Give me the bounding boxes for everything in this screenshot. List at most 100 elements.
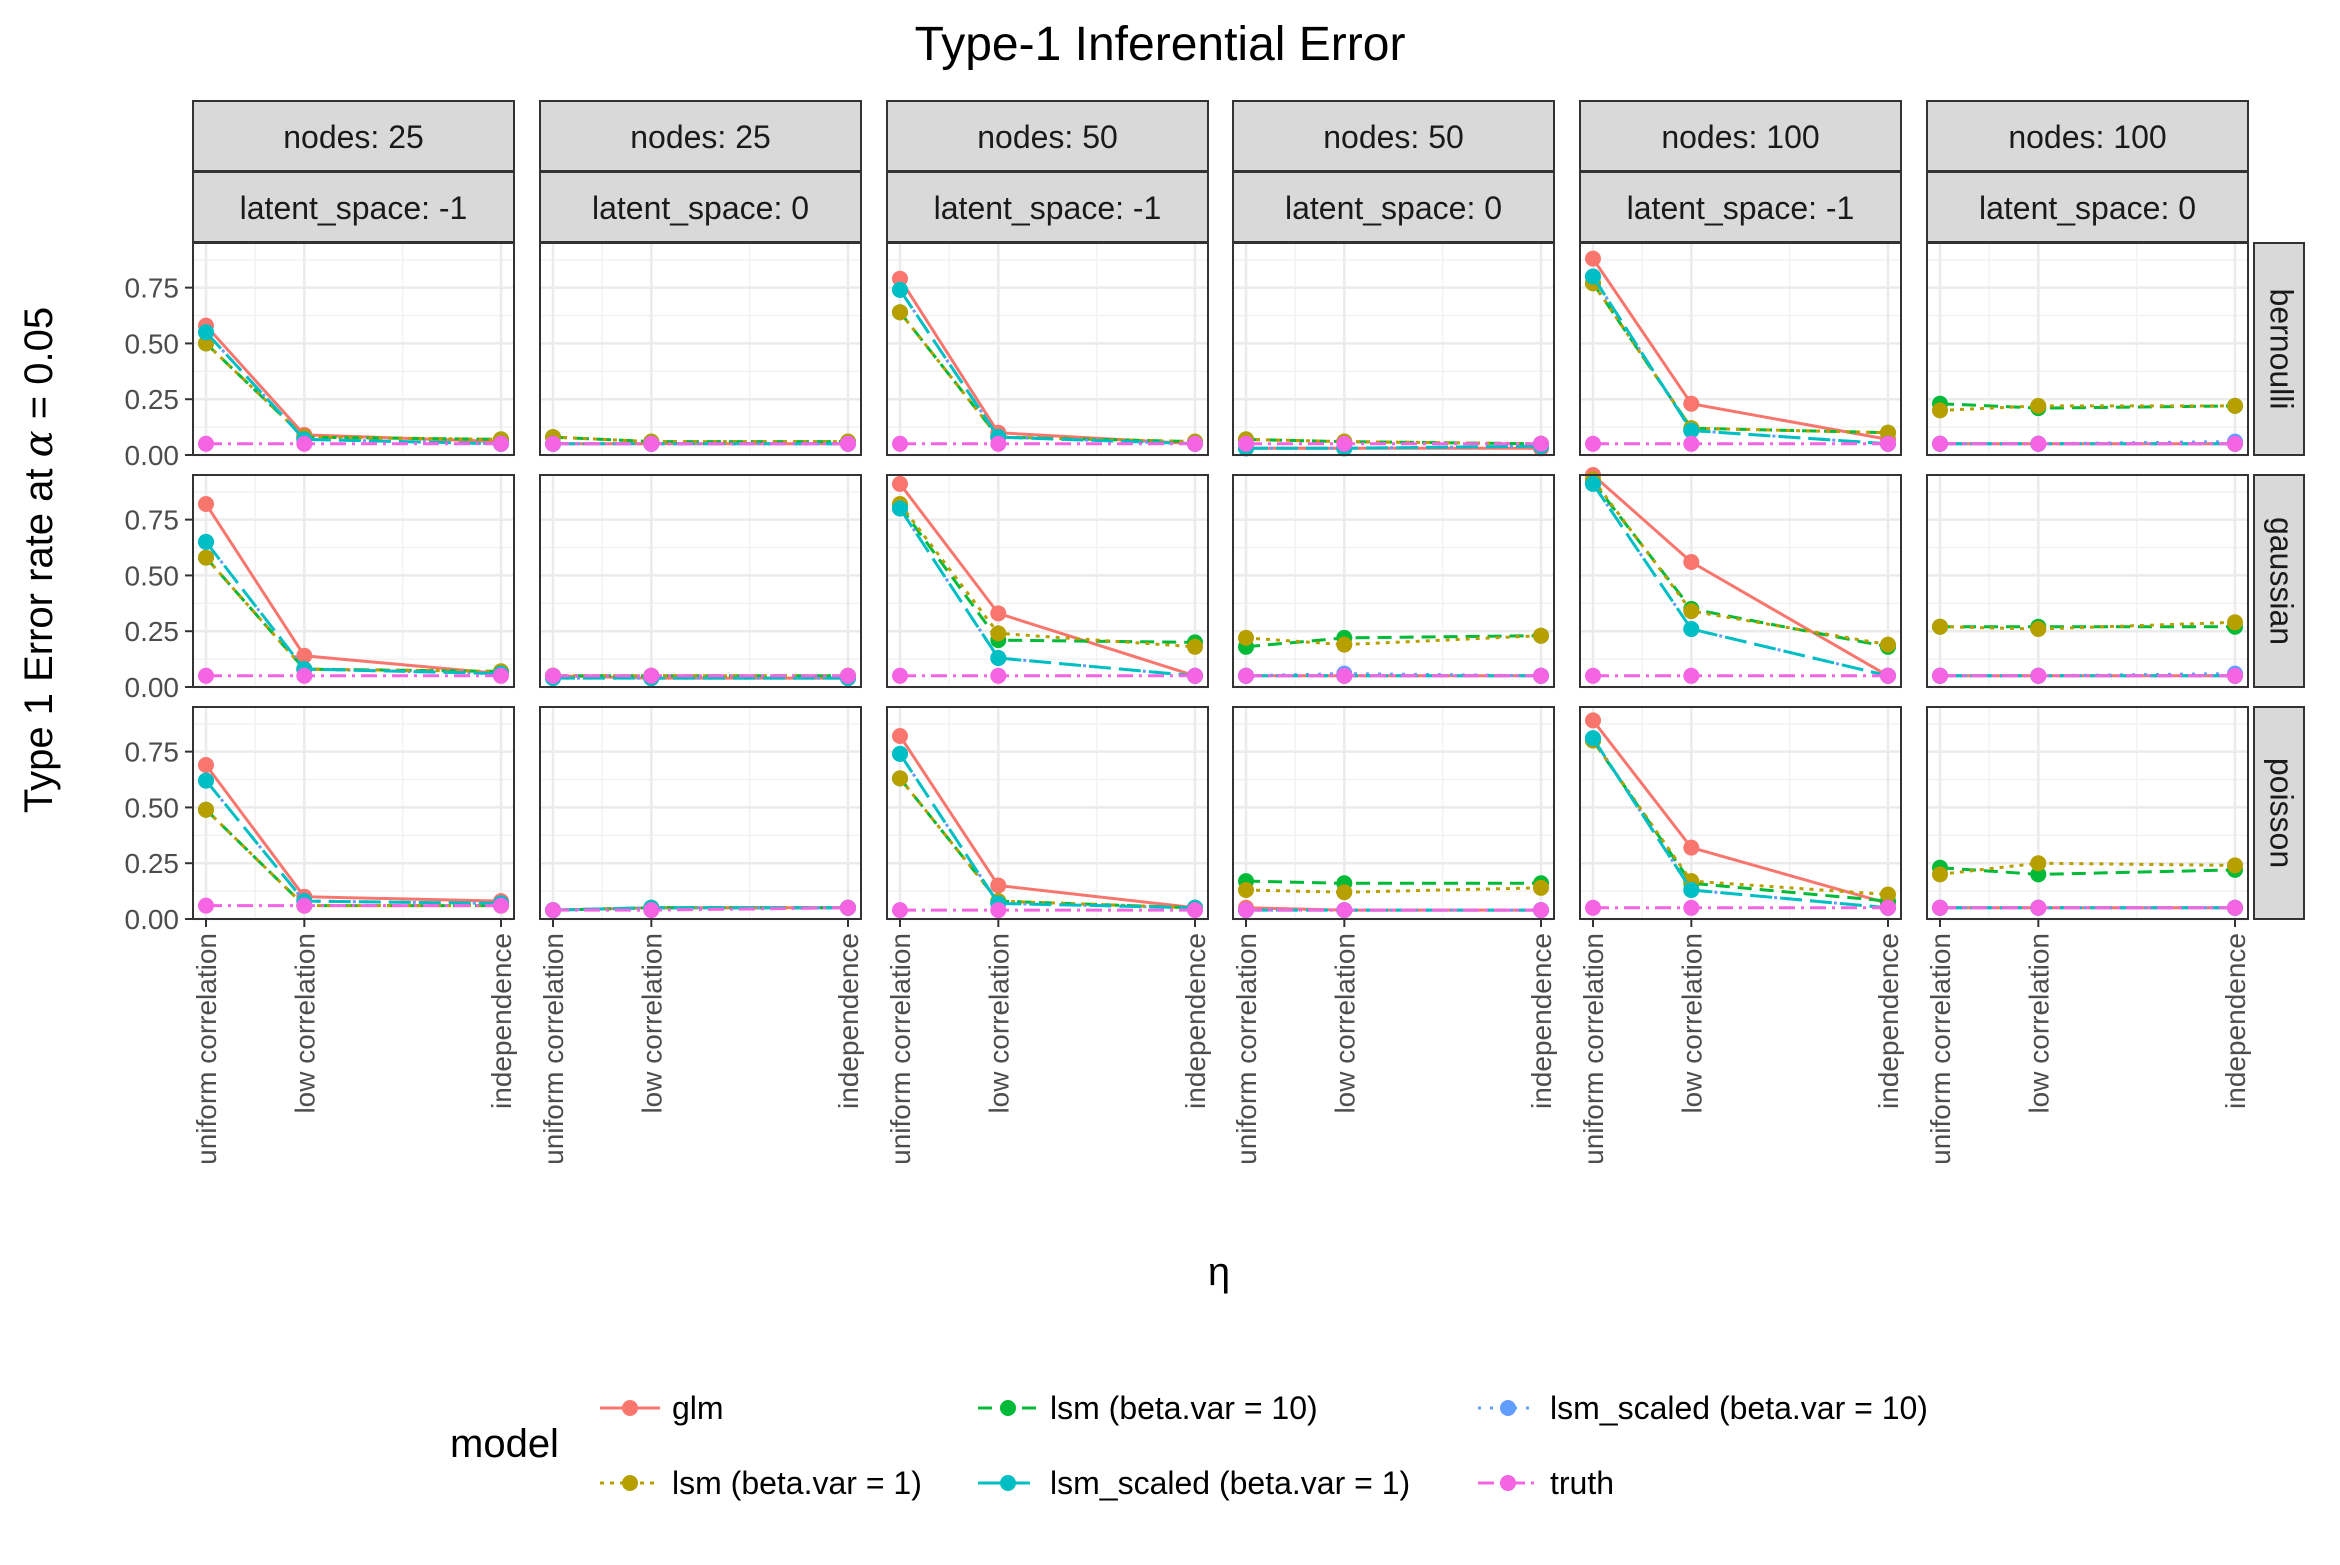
- series-line: [1939, 620, 2236, 631]
- data-point: [493, 897, 509, 914]
- strip-family: [2253, 706, 2305, 920]
- data-point: [892, 281, 908, 298]
- legend-label: glm: [672, 1390, 724, 1426]
- data-point: [2227, 435, 2243, 452]
- x-tick-label: independence: [1180, 933, 1211, 1109]
- y-tick-label: 0.25: [125, 384, 180, 415]
- data-point: [840, 899, 856, 916]
- data-point: [198, 757, 214, 773]
- strip-nodes: [192, 100, 515, 172]
- strip-family-label: gaussian: [2264, 517, 2300, 645]
- data-point: [1585, 730, 1601, 747]
- data-point: [990, 625, 1007, 642]
- panel-background: [1233, 243, 1554, 455]
- data-point: [1585, 899, 1601, 916]
- panel-border: [192, 242, 515, 456]
- panel-border: [1232, 474, 1555, 688]
- data-point: [1683, 839, 1700, 856]
- legend-item: truth: [1478, 1465, 1614, 1501]
- data-point: [643, 435, 660, 452]
- strip-nodes-label: nodes: 25: [630, 119, 771, 155]
- data-point: [296, 435, 313, 452]
- legend-label: lsm (beta.var = 1): [672, 1465, 922, 1501]
- strip-family-label: bernoulli: [2264, 289, 2300, 410]
- data-point: [198, 496, 214, 512]
- y-axis-title-symbol: α: [16, 430, 62, 457]
- strip-latent-label: latent_space: 0: [1285, 190, 1502, 226]
- panel-background: [193, 475, 514, 687]
- series-line: [1939, 861, 2236, 876]
- strip-nodes-label: nodes: 50: [1323, 119, 1464, 155]
- panel-poisson-2: uniform correlation low correlation indepe…: [885, 706, 1211, 1165]
- legend-key-point: [622, 1400, 638, 1416]
- data-point: [1238, 667, 1254, 684]
- data-point: [198, 667, 214, 684]
- data-point: [198, 335, 214, 352]
- data-point: [1238, 435, 1254, 452]
- data-point: [2227, 667, 2243, 684]
- data-point: [2030, 899, 2047, 916]
- data-point: [1336, 435, 1353, 452]
- strip-nodes-label: nodes: 25: [283, 119, 424, 155]
- panel-poisson-0: 0.00 0.25 0.50 0.75 uniform correlation low c…: [125, 706, 517, 1165]
- series-line: [204, 556, 502, 673]
- data-point: [892, 728, 908, 744]
- data-point: [545, 435, 561, 452]
- data-point: [1880, 667, 1896, 684]
- series-line: [898, 753, 1196, 910]
- data-point: [198, 533, 214, 550]
- strip-latent: [1579, 171, 1902, 243]
- panel-border: [1926, 242, 2249, 456]
- panel-bernoulli-4: [1579, 242, 1902, 457]
- data-point: [1932, 667, 1948, 684]
- panel-gaussian-0: 0.00 0.25 0.50 0.75: [125, 474, 515, 703]
- panel-gaussian-3: [1232, 474, 1555, 689]
- data-point: [2030, 667, 2047, 684]
- legend-title: model: [450, 1422, 559, 1466]
- panel-background: [1927, 475, 2248, 687]
- data-point: [990, 902, 1007, 919]
- data-point: [493, 667, 509, 684]
- series-line: [1591, 739, 1889, 903]
- legend-label: lsm (beta.var = 10): [1050, 1390, 1318, 1426]
- data-point: [840, 667, 856, 684]
- data-point: [1683, 667, 1700, 684]
- data-point: [1932, 435, 1948, 452]
- panel-border: [539, 706, 862, 920]
- panel-border: [886, 706, 1209, 920]
- y-tick-label: 0.25: [125, 848, 180, 879]
- panel-bernoulli-0: 0.00 0.25 0.50 0.75: [125, 242, 515, 471]
- data-point: [2030, 435, 2047, 452]
- data-point: [545, 667, 561, 684]
- strip-nodes-label: nodes: 50: [977, 119, 1118, 155]
- x-axis-title: η: [1208, 1250, 1230, 1294]
- strip-family: [2253, 242, 2305, 456]
- strip-latent-label: latent_space: 0: [1979, 190, 2196, 226]
- data-point: [1683, 422, 1700, 439]
- data-point: [296, 647, 313, 664]
- legend-item: lsm_scaled (beta.var = 10): [1478, 1390, 1928, 1426]
- data-point: [1880, 424, 1896, 441]
- y-tick-label: 0.75: [125, 737, 180, 768]
- data-point: [1683, 435, 1700, 452]
- panel-border: [192, 474, 515, 688]
- data-point: [198, 801, 214, 818]
- x-tick-label: low correlation: [289, 933, 320, 1114]
- strip-latent: [886, 171, 1209, 243]
- strip-latent-label: latent_space: -1: [1627, 190, 1855, 226]
- data-point: [2227, 614, 2243, 631]
- data-point: [1533, 902, 1549, 919]
- data-point: [1683, 603, 1700, 620]
- strip-latent: [1232, 171, 1555, 243]
- series-line: [1591, 483, 1889, 678]
- data-point: [892, 667, 908, 684]
- data-point: [1336, 636, 1353, 653]
- strip-latent: [539, 171, 862, 243]
- data-point: [2030, 855, 2047, 872]
- data-point: [1683, 882, 1700, 898]
- data-point: [1932, 618, 1948, 635]
- panel-poisson-4: uniform correlation low correlation indepe…: [1578, 706, 1904, 1165]
- data-point: [545, 902, 561, 919]
- x-tick-label: uniform correlation: [191, 933, 222, 1165]
- data-point: [1238, 902, 1254, 919]
